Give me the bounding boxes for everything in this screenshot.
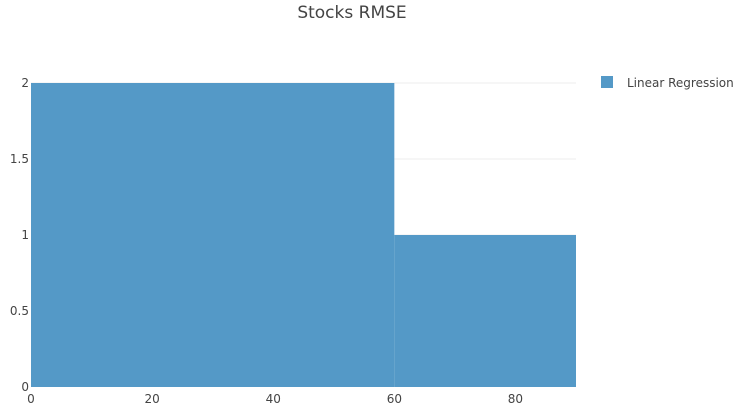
legend-swatch[interactable] <box>601 76 613 88</box>
histogram-bar[interactable] <box>31 83 395 387</box>
legend[interactable]: Linear Regression <box>601 76 734 90</box>
x-tick-label: 40 <box>266 392 281 406</box>
y-tick-label: 1 <box>21 228 29 242</box>
x-tick-label: 0 <box>27 392 35 406</box>
x-tick-label: 80 <box>508 392 523 406</box>
x-tick-label: 60 <box>387 392 402 406</box>
plot-area <box>31 83 576 387</box>
x-tick-label: 20 <box>144 392 159 406</box>
y-tick-label: 2 <box>21 76 29 90</box>
y-tick-label: 1.5 <box>10 152 29 166</box>
y-axis: 0 0.5 1 1.5 2 <box>10 76 29 394</box>
y-tick-label: 0 <box>21 380 29 394</box>
chart-title: Stocks RMSE <box>297 3 406 23</box>
histogram-bar[interactable] <box>394 235 576 387</box>
y-tick-label: 0.5 <box>10 304 29 318</box>
x-axis: 0 20 40 60 80 <box>27 392 523 406</box>
legend-label[interactable]: Linear Regression <box>627 76 734 90</box>
